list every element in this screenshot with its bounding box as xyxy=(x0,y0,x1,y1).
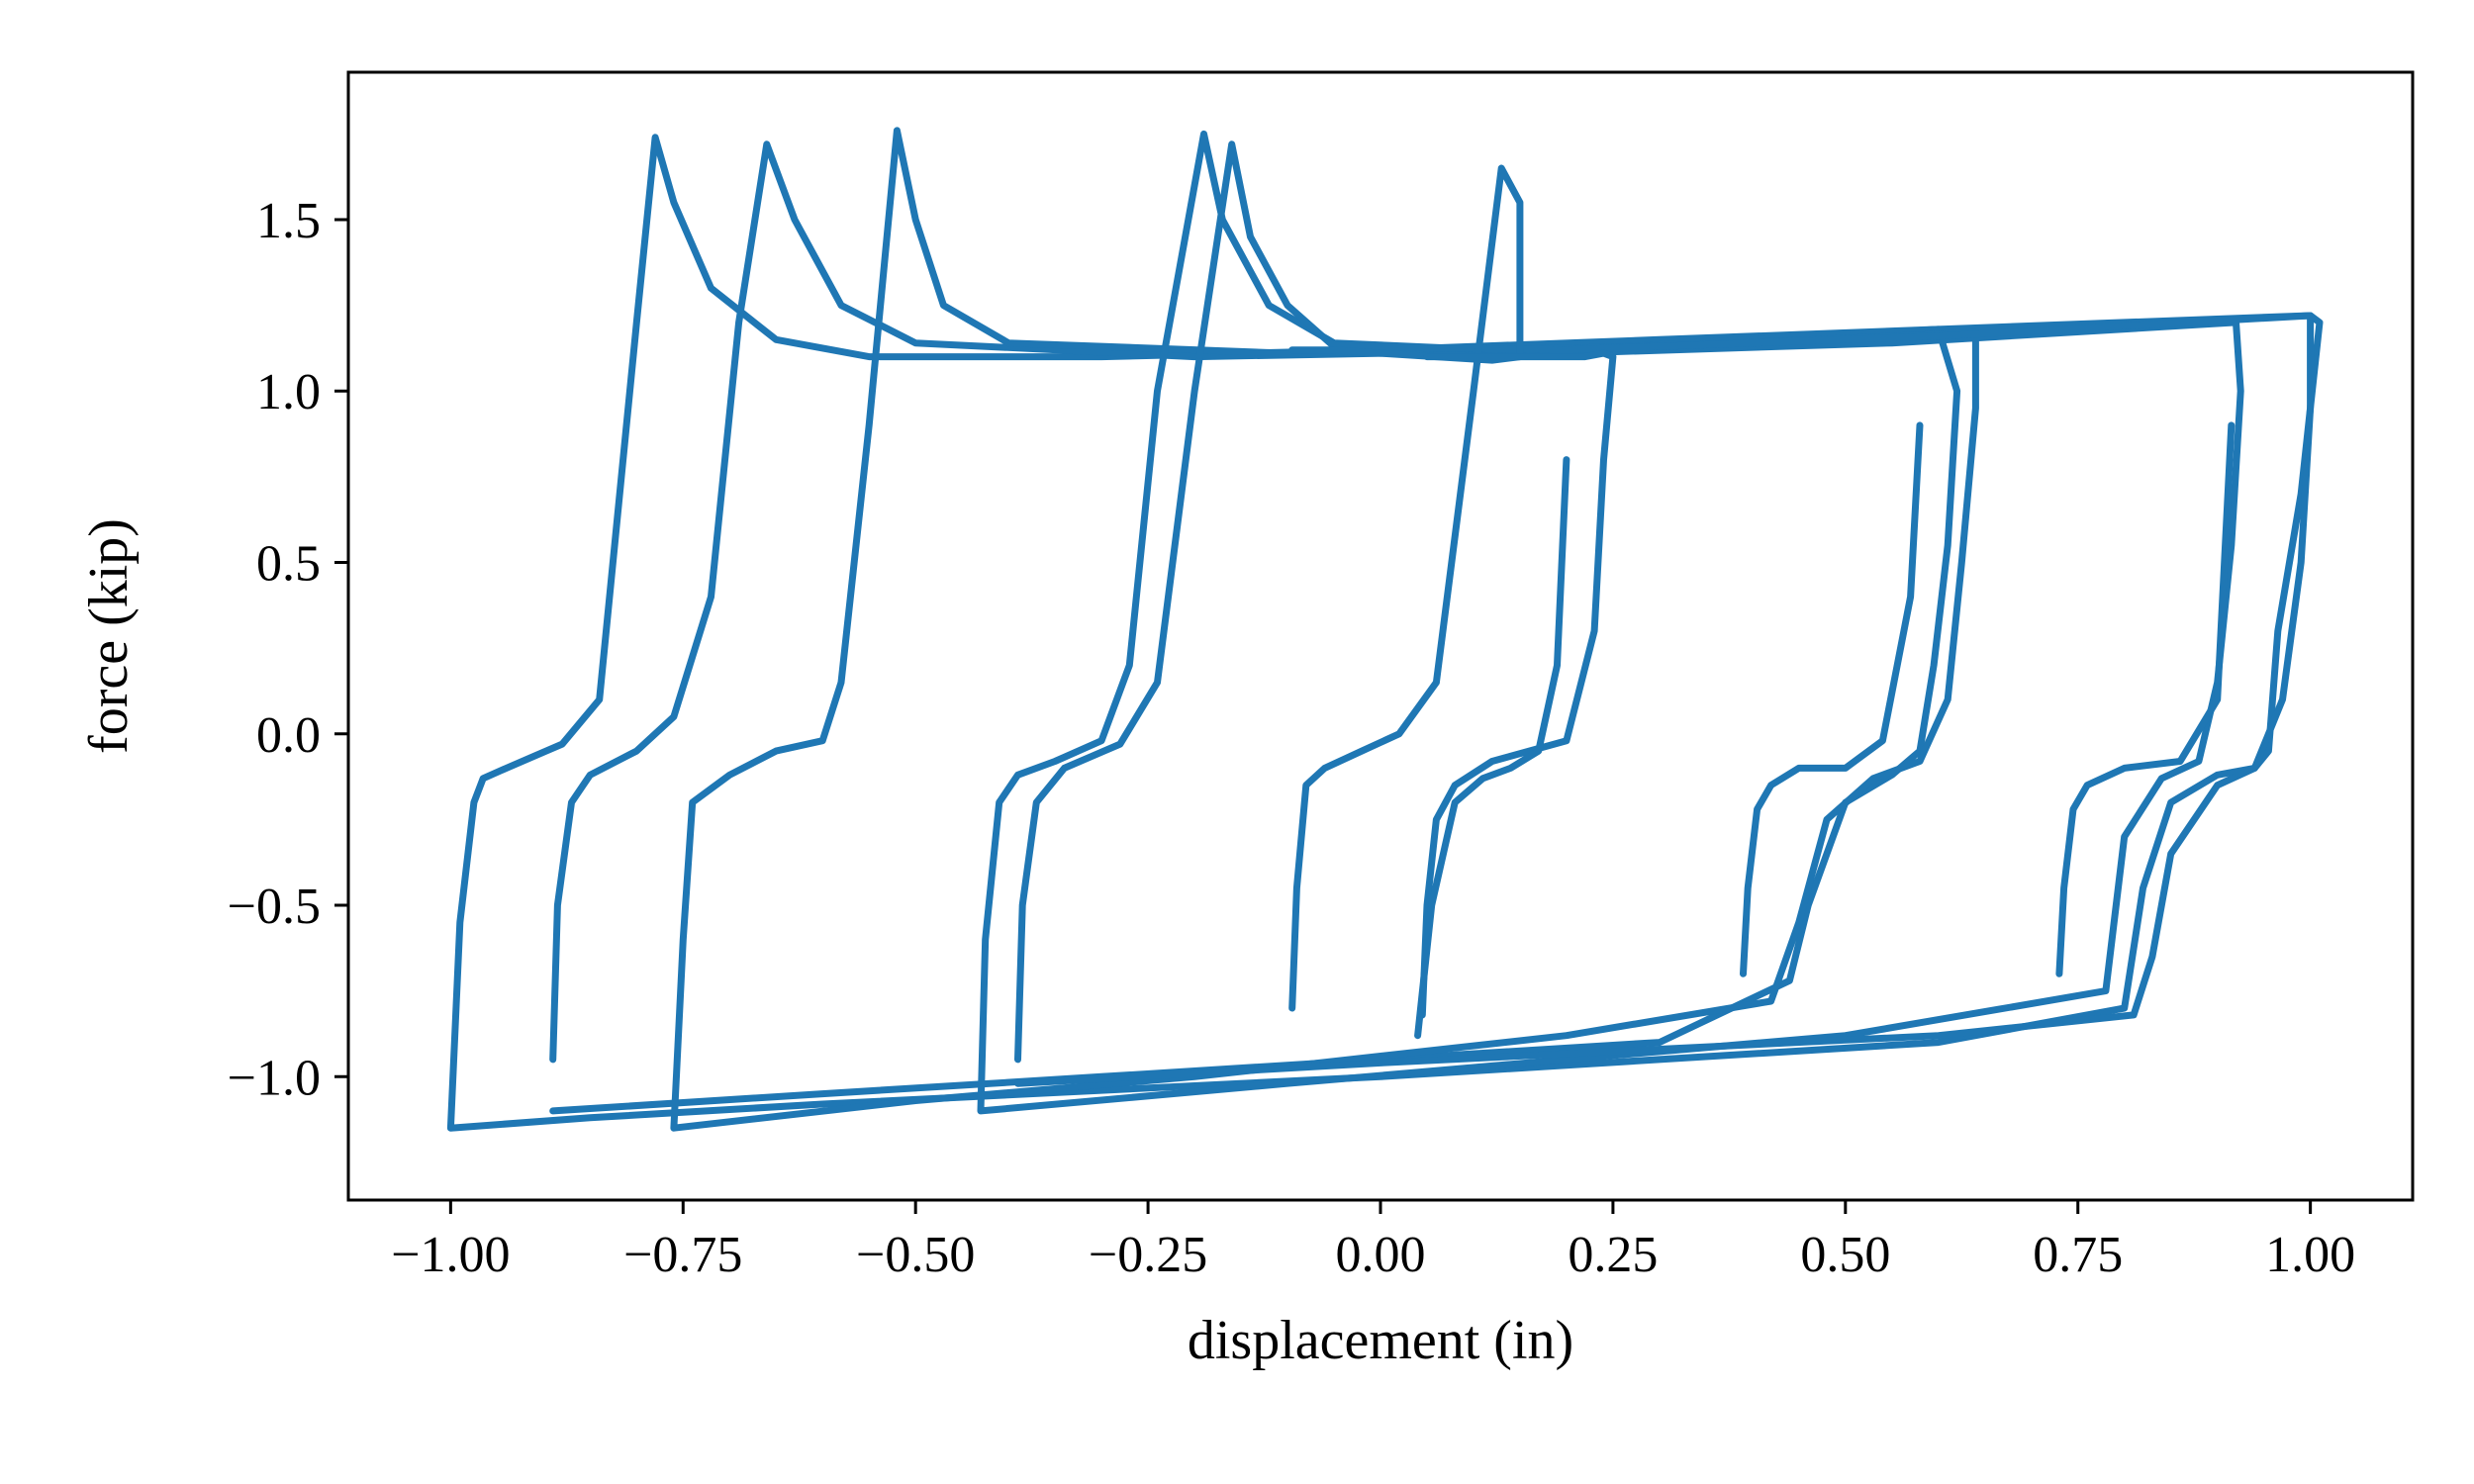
hysteresis-loop-10 xyxy=(2055,421,2236,977)
x-tick-label: −0.50 xyxy=(856,1227,975,1283)
x-tick-label: −1.00 xyxy=(391,1227,510,1283)
plot-area xyxy=(446,127,2324,1132)
hysteresis-loop-9 xyxy=(1740,421,1924,977)
x-tick-label: −0.75 xyxy=(623,1227,742,1283)
x-tick-label: 0.50 xyxy=(1800,1227,1890,1283)
y-axis: −1.0 −0.5 0.0 0.5 1.0 1.5 xyxy=(228,193,348,1106)
hysteresis-loop-7 xyxy=(1418,349,1617,1019)
hysteresis-loop-3 xyxy=(670,127,1979,1132)
hysteresis-loop-4 xyxy=(977,130,2244,1115)
y-axis-label: force (kip) xyxy=(78,518,140,754)
y-tick-label: 1.5 xyxy=(256,193,321,249)
x-axis: −1.00 −0.75 −0.50 −0.25 0.00 0.25 0.50 0.75 1.00 xyxy=(391,1200,2355,1283)
hysteresis-loop-6 xyxy=(1288,164,1524,1012)
hysteresis-loop-5 xyxy=(1014,140,2315,1087)
x-tick-label: 1.00 xyxy=(2265,1227,2355,1283)
x-tick-label: 0.00 xyxy=(1336,1227,1426,1283)
y-tick-label: 0.5 xyxy=(256,536,321,593)
y-tick-label: −0.5 xyxy=(228,879,321,935)
x-tick-label: −0.25 xyxy=(1089,1227,1207,1283)
y-tick-label: 1.0 xyxy=(256,364,321,420)
plot-frame xyxy=(346,70,2415,1202)
x-tick-label: 0.75 xyxy=(2033,1227,2123,1283)
y-tick-label: 0.0 xyxy=(256,707,321,764)
hysteresis-loop-1 xyxy=(446,134,2324,1132)
y-tick-label: −1.0 xyxy=(228,1050,321,1106)
x-tick-label: 0.25 xyxy=(1568,1227,1658,1283)
hysteresis-loop-8 xyxy=(1414,456,1570,1040)
x-axis-label: displacement (in) xyxy=(1188,1310,1573,1371)
